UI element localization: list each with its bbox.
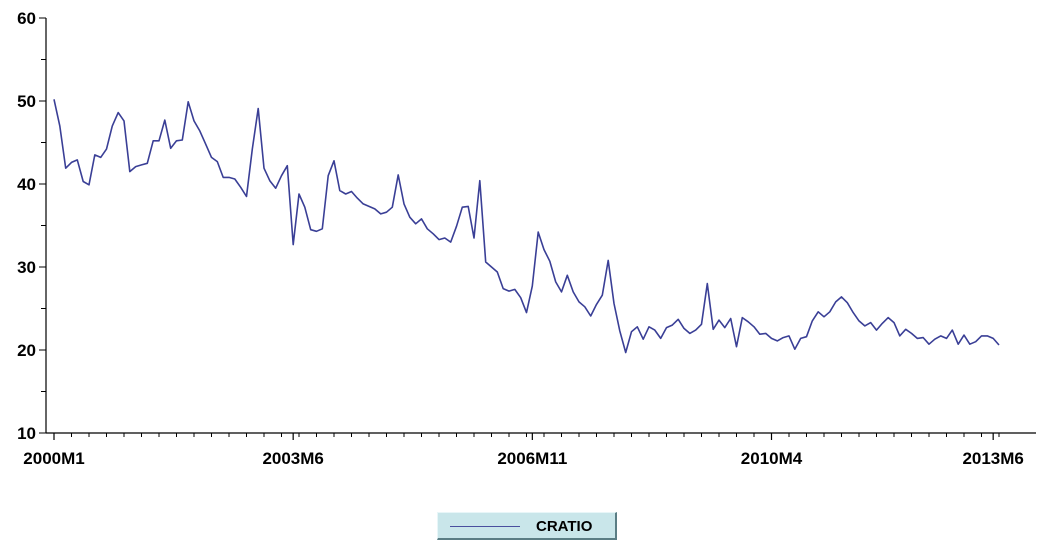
x-axis-ticks: 2000M1 2003M6 2006M11 2010M4 2013M6 xyxy=(23,433,1024,468)
y-axis-ticks: 10 20 30 40 50 60 xyxy=(17,9,46,443)
y-tick-label: 60 xyxy=(17,9,36,28)
x-tick-label: 2013M6 xyxy=(962,449,1023,468)
x-tick-label: 2003M6 xyxy=(262,449,323,468)
y-tick-label: 40 xyxy=(17,175,36,194)
series-line-cratio xyxy=(53,99,1000,354)
y-tick-label: 30 xyxy=(17,258,36,277)
y-tick-label: 50 xyxy=(17,92,36,111)
x-tick-label: 2010M4 xyxy=(741,449,803,468)
series-layer xyxy=(53,99,1000,354)
legend: CRATIO xyxy=(437,512,617,540)
x-tick-label: 2006M11 xyxy=(497,449,567,468)
axes xyxy=(45,18,1036,434)
x-tick-label: 2000M1 xyxy=(23,449,84,468)
legend-swatch-cratio xyxy=(450,526,520,527)
legend-label-cratio: CRATIO xyxy=(536,518,593,535)
y-tick-label: 20 xyxy=(17,341,36,360)
y-tick-label: 10 xyxy=(17,424,36,443)
